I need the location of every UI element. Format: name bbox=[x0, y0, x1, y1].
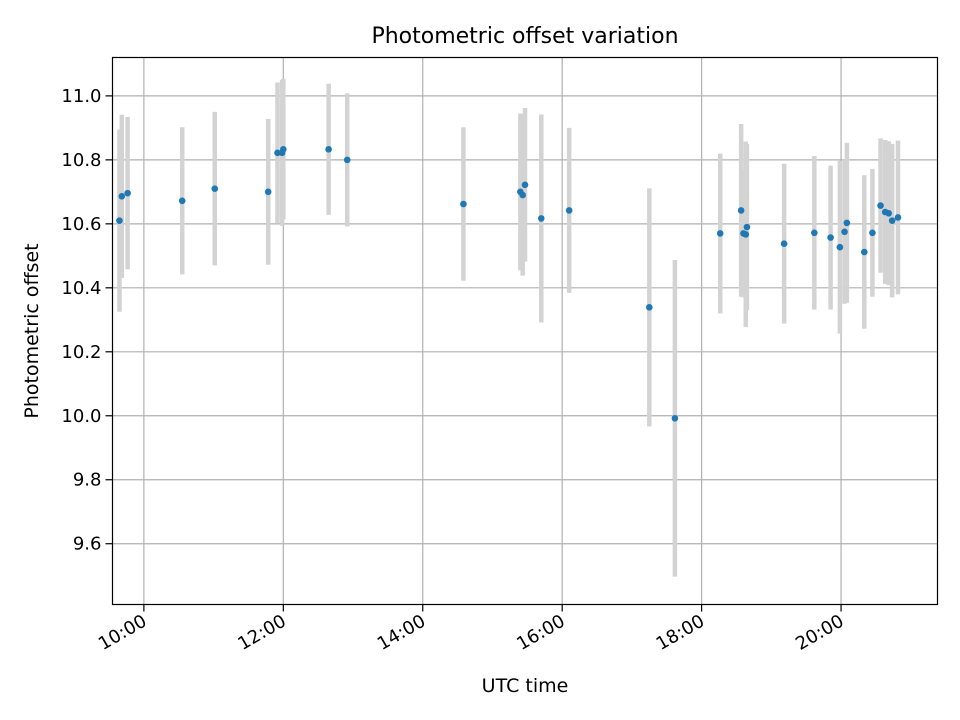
data-points bbox=[116, 146, 902, 422]
y-tick-label: 10.0 bbox=[61, 406, 101, 427]
data-point bbox=[343, 156, 351, 164]
data-point bbox=[325, 146, 332, 153]
y-axis-label: Photometric offset bbox=[21, 243, 43, 418]
data-point bbox=[877, 202, 884, 209]
data-point bbox=[716, 230, 724, 237]
y-tick-label: 10.2 bbox=[61, 342, 101, 363]
data-point bbox=[519, 191, 526, 199]
data-point bbox=[280, 146, 287, 153]
data-point bbox=[537, 215, 545, 222]
y-tick-label: 9.8 bbox=[73, 470, 102, 491]
data-point bbox=[460, 200, 467, 208]
data-point bbox=[742, 231, 750, 238]
data-point bbox=[827, 234, 834, 241]
data-point bbox=[646, 304, 653, 311]
data-point bbox=[565, 207, 573, 214]
data-point bbox=[178, 197, 186, 205]
x-axis-label: UTC time bbox=[482, 675, 569, 697]
data-point bbox=[211, 185, 219, 192]
data-point bbox=[118, 193, 126, 200]
data-point bbox=[836, 243, 844, 251]
data-point bbox=[888, 217, 896, 224]
grid-lines bbox=[112, 57, 938, 605]
y-tick-label: 10.6 bbox=[61, 214, 101, 235]
data-point bbox=[780, 240, 788, 247]
data-point bbox=[671, 415, 679, 422]
data-point bbox=[737, 207, 745, 214]
y-tick-label: 9.6 bbox=[73, 534, 102, 555]
data-point bbox=[811, 229, 818, 237]
data-point bbox=[743, 223, 751, 231]
data-point bbox=[116, 217, 123, 224]
data-point bbox=[869, 229, 876, 237]
data-point bbox=[521, 181, 529, 189]
y-axis: 9.6 9.8 10.0 10.2 10.4 10.6 10.8 11.0 bbox=[61, 86, 113, 555]
data-point bbox=[843, 219, 851, 227]
plot-frame bbox=[111, 56, 939, 606]
data-point bbox=[124, 189, 131, 197]
y-tick-label: 10.8 bbox=[61, 150, 101, 171]
y-tick-label: 10.4 bbox=[61, 278, 101, 299]
data-point bbox=[841, 228, 848, 236]
data-point bbox=[860, 248, 868, 256]
data-point bbox=[885, 209, 892, 217]
data-point bbox=[264, 188, 272, 196]
data-point bbox=[894, 214, 902, 221]
data-point bbox=[274, 149, 281, 157]
chart-title: Photometric offset variation bbox=[371, 24, 678, 49]
y-tick-label: 11.0 bbox=[61, 86, 101, 107]
